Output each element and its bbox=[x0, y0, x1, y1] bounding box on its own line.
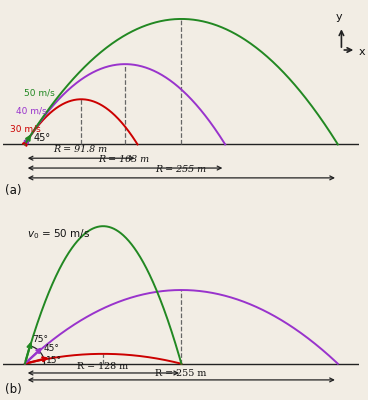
Text: (b): (b) bbox=[5, 383, 22, 396]
Text: $v_0$ = 50 m/s: $v_0$ = 50 m/s bbox=[27, 227, 91, 241]
Text: (a): (a) bbox=[5, 184, 22, 197]
Text: R = 255 m: R = 255 m bbox=[155, 165, 208, 174]
Text: R = 255 m: R = 255 m bbox=[155, 369, 208, 378]
Text: 40 m/s: 40 m/s bbox=[16, 106, 47, 116]
Text: 45°: 45° bbox=[43, 344, 59, 353]
Text: R = 128 m: R = 128 m bbox=[77, 362, 130, 371]
Text: 45°: 45° bbox=[33, 134, 50, 144]
Text: 50 m/s: 50 m/s bbox=[24, 89, 54, 98]
Text: 15°: 15° bbox=[46, 356, 62, 365]
Text: R = 91.8 m: R = 91.8 m bbox=[53, 145, 109, 154]
Text: 75°: 75° bbox=[32, 335, 48, 344]
Text: 30 m/s: 30 m/s bbox=[10, 124, 41, 133]
Text: x: x bbox=[358, 47, 365, 57]
Text: R = 163 m: R = 163 m bbox=[99, 155, 152, 164]
Text: y: y bbox=[336, 12, 342, 22]
